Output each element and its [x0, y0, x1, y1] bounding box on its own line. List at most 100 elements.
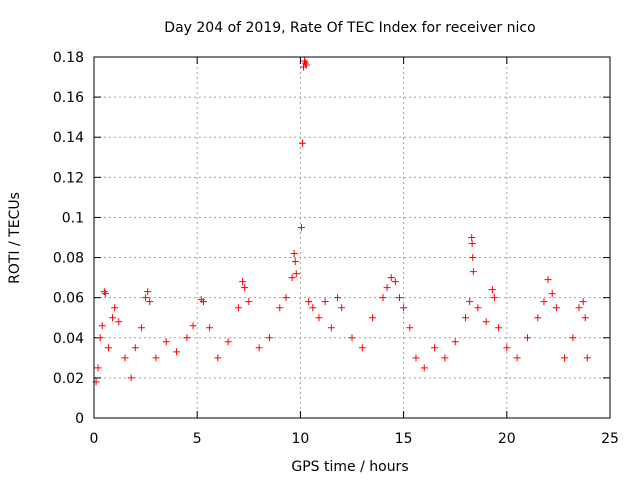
- data-point: [101, 290, 109, 298]
- data-point: [575, 304, 583, 312]
- data-point: [358, 344, 366, 352]
- y-tick-label: 0.12: [53, 170, 84, 186]
- grid-lines: [94, 57, 610, 418]
- data-point: [561, 354, 569, 362]
- data-point: [305, 298, 313, 306]
- data-point: [234, 304, 242, 312]
- y-tick-label: 0.06: [53, 291, 84, 307]
- chart-title: Day 204 of 2019, Rate Of TEC Index for r…: [164, 20, 535, 36]
- data-point: [144, 288, 152, 296]
- data-point: [490, 294, 498, 302]
- data-point: [468, 234, 476, 241]
- data-point: [383, 284, 391, 292]
- data-point: [315, 314, 323, 322]
- data-point: [369, 314, 377, 322]
- data-point: [111, 304, 119, 312]
- x-axis-label: GPS time / hours: [291, 459, 408, 475]
- data-point: [474, 304, 482, 312]
- x-tick-label: 20: [498, 431, 516, 447]
- data-point: [206, 324, 214, 332]
- data-point: [513, 354, 521, 362]
- data-point: [327, 324, 335, 332]
- data-point: [104, 344, 112, 352]
- data-point: [420, 364, 428, 372]
- data-points: [92, 57, 591, 386]
- data-point: [579, 298, 587, 306]
- data-point: [173, 348, 181, 356]
- data-point: [109, 314, 117, 322]
- data-point: [548, 290, 556, 298]
- data-point: [503, 344, 511, 352]
- data-point: [276, 304, 284, 312]
- data-point: [534, 314, 542, 322]
- data-point: [146, 298, 154, 306]
- y-tick-label: 0.02: [53, 371, 84, 387]
- axis-ticks: [93, 56, 611, 419]
- data-point: [468, 240, 476, 248]
- data-point: [387, 274, 395, 282]
- data-point: [523, 334, 531, 342]
- data-point: [98, 322, 106, 330]
- data-point: [495, 324, 503, 332]
- data-point: [544, 276, 552, 284]
- data-point: [334, 294, 342, 302]
- data-point: [400, 304, 408, 312]
- data-point: [569, 334, 577, 342]
- data-point: [94, 364, 102, 372]
- data-point: [96, 334, 104, 342]
- data-point: [451, 338, 459, 346]
- data-point: [131, 344, 139, 352]
- tick-labels: 0 5 10 15 20 25 0 0.02 0.04 0.06 0.08 0.1 0.12 0.14 0.…: [53, 50, 619, 447]
- data-point: [406, 324, 414, 332]
- y-axis-label: ROTI / TECUs: [7, 192, 23, 284]
- data-point: [115, 318, 123, 326]
- data-point: [288, 274, 296, 282]
- x-tick-label: 0: [90, 431, 99, 447]
- data-point: [297, 223, 305, 231]
- data-point: [321, 298, 329, 306]
- data-point: [338, 304, 346, 312]
- data-point: [395, 294, 403, 302]
- y-tick-label: 0.04: [53, 331, 84, 347]
- data-point: [292, 270, 300, 278]
- y-tick-label: 0.14: [53, 130, 84, 146]
- data-point: [581, 314, 589, 322]
- y-tick-label: 0.08: [53, 251, 84, 267]
- data-point: [183, 334, 191, 342]
- y-tick-label: 0.18: [53, 50, 84, 66]
- y-tick-label: 0.1: [62, 210, 84, 226]
- data-point: [303, 61, 311, 69]
- y-tick-label: 0: [75, 411, 84, 427]
- data-point: [469, 254, 477, 262]
- x-tick-label: 10: [291, 431, 309, 447]
- data-point: [245, 298, 253, 306]
- data-point: [152, 354, 160, 362]
- data-point: [348, 334, 356, 342]
- data-point: [199, 298, 207, 306]
- data-point: [291, 258, 299, 266]
- data-point: [469, 268, 477, 276]
- data-point: [379, 294, 387, 302]
- data-point: [127, 374, 135, 382]
- data-point: [142, 294, 150, 302]
- data-point: [224, 338, 232, 346]
- data-point: [241, 284, 249, 292]
- data-point: [583, 354, 591, 362]
- data-point: [488, 286, 496, 294]
- data-point: [137, 324, 145, 332]
- x-tick-label: 15: [395, 431, 413, 447]
- data-point: [189, 322, 197, 330]
- data-point: [121, 354, 129, 362]
- x-tick-label: 5: [193, 431, 202, 447]
- data-point: [466, 298, 474, 306]
- data-point: [265, 334, 273, 342]
- y-tick-label: 0.16: [53, 90, 84, 106]
- data-point: [282, 294, 290, 302]
- x-tick-label: 25: [601, 431, 619, 447]
- data-point: [214, 354, 222, 362]
- data-point: [239, 278, 247, 286]
- data-point: [462, 314, 470, 322]
- data-point: [540, 298, 548, 306]
- data-point: [290, 250, 298, 258]
